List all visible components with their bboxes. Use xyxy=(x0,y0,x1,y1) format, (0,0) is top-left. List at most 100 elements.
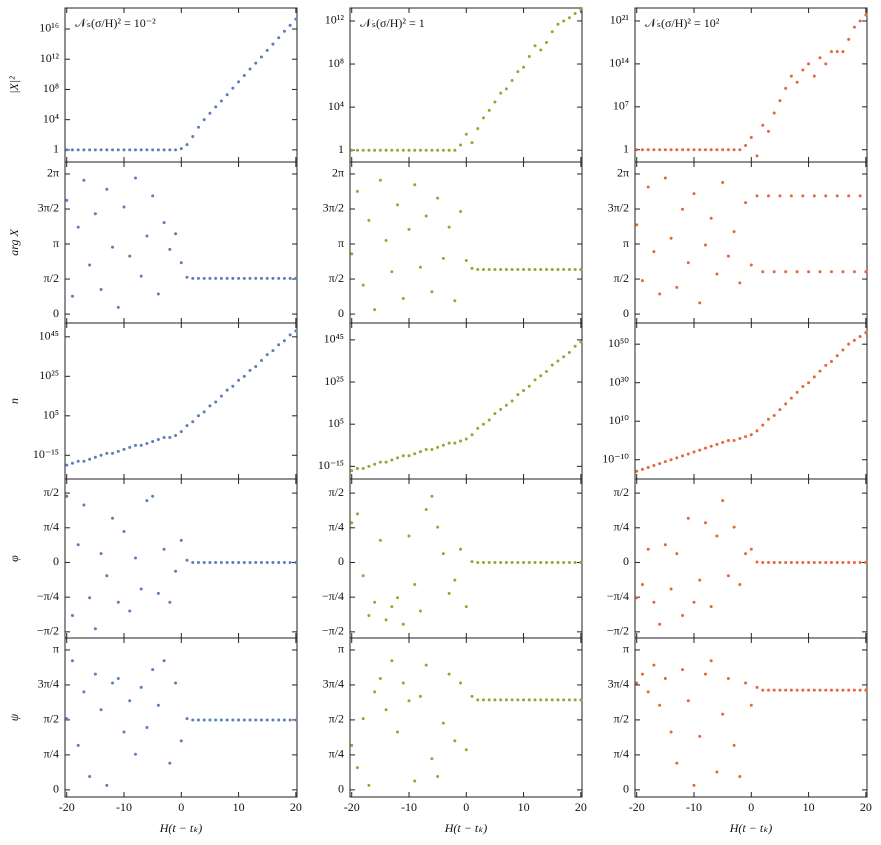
point xyxy=(424,507,428,511)
point xyxy=(396,596,400,600)
point xyxy=(562,355,566,359)
point xyxy=(231,384,235,388)
point xyxy=(350,148,354,152)
point xyxy=(738,583,742,587)
y-tick-label: 0 xyxy=(623,554,629,568)
point xyxy=(191,718,195,722)
point xyxy=(567,16,571,20)
point xyxy=(493,412,497,416)
point xyxy=(99,288,103,292)
point xyxy=(99,453,103,457)
y-tick-label: −π/2 xyxy=(607,624,629,638)
point xyxy=(818,369,822,373)
point xyxy=(133,556,137,560)
y-tick-label: 0 xyxy=(338,782,344,796)
point xyxy=(99,708,103,712)
point xyxy=(179,739,183,743)
y-tick-label: π/2 xyxy=(329,271,344,285)
point xyxy=(562,698,566,702)
point xyxy=(852,688,856,692)
y-tick-label: 1 xyxy=(338,142,344,156)
point xyxy=(516,393,520,397)
point xyxy=(294,329,298,333)
point xyxy=(70,461,74,465)
point xyxy=(732,438,736,442)
point xyxy=(151,494,155,498)
panel-frame xyxy=(64,7,298,163)
point xyxy=(544,560,548,564)
point xyxy=(259,359,263,363)
point xyxy=(401,454,405,458)
point xyxy=(709,444,713,448)
point xyxy=(179,538,183,542)
point xyxy=(807,688,811,692)
point xyxy=(453,148,457,152)
point xyxy=(703,243,707,247)
y-tick-label: 1 xyxy=(53,142,59,156)
point xyxy=(361,717,365,721)
point xyxy=(453,578,457,582)
point xyxy=(726,574,730,578)
point xyxy=(185,275,189,279)
point xyxy=(669,236,673,240)
point xyxy=(156,703,160,707)
point xyxy=(133,176,137,180)
y-tick-label: π/4 xyxy=(44,747,59,761)
point xyxy=(93,455,97,459)
point xyxy=(675,761,679,765)
point xyxy=(510,560,514,564)
point xyxy=(709,659,713,663)
point xyxy=(766,194,770,198)
y-tick-label: 10¹² xyxy=(40,51,60,65)
point xyxy=(248,560,252,564)
point xyxy=(162,659,166,663)
point xyxy=(652,600,656,604)
point xyxy=(579,340,583,344)
panel-frame xyxy=(349,161,583,324)
point xyxy=(749,547,753,551)
point xyxy=(459,143,463,147)
point xyxy=(384,148,388,152)
y-tick-label: π xyxy=(623,236,629,250)
point xyxy=(242,718,246,722)
point xyxy=(652,250,656,254)
point xyxy=(635,469,639,473)
point xyxy=(772,413,776,417)
point xyxy=(807,560,811,564)
point xyxy=(128,445,132,449)
point xyxy=(407,227,411,231)
point xyxy=(413,183,417,187)
point xyxy=(698,734,702,738)
y-axis-label: |X|² xyxy=(7,76,21,94)
point xyxy=(191,134,195,138)
point xyxy=(116,305,120,309)
point xyxy=(504,403,508,407)
point xyxy=(510,267,514,271)
point xyxy=(784,560,788,564)
point xyxy=(294,718,298,722)
point xyxy=(772,111,776,115)
point xyxy=(259,560,263,564)
point xyxy=(88,596,92,600)
point xyxy=(504,698,508,702)
point xyxy=(202,410,206,414)
y-tick-label: 10⁴ xyxy=(43,111,59,125)
point xyxy=(692,783,696,787)
point xyxy=(441,552,445,556)
point xyxy=(464,259,468,263)
y-tick-label: 10⁴⁵ xyxy=(39,329,59,343)
point xyxy=(841,688,845,692)
point xyxy=(749,703,753,707)
y-tick-label: π/2 xyxy=(44,271,59,285)
point xyxy=(424,447,428,451)
point xyxy=(128,254,132,258)
point xyxy=(755,429,759,433)
point xyxy=(481,422,485,426)
point xyxy=(510,78,514,82)
point xyxy=(721,499,725,503)
point xyxy=(145,726,149,730)
y-tick-label: π/4 xyxy=(329,520,344,534)
point xyxy=(122,530,126,534)
point xyxy=(470,694,474,698)
